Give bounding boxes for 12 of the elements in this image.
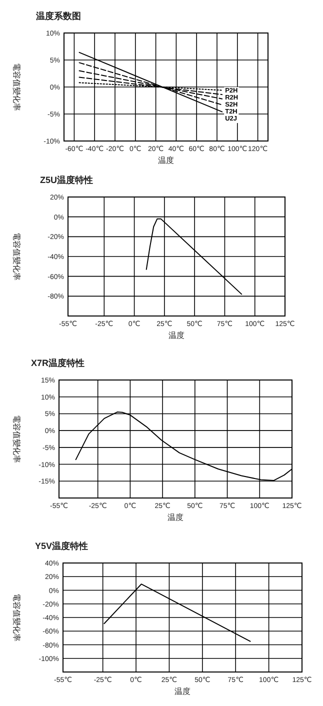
chart-title: Y5V温度特性 bbox=[35, 541, 88, 551]
x-axis-title: 温度 bbox=[158, 156, 174, 165]
y-axis-title: 電容值變化率 bbox=[12, 232, 21, 280]
x-axis-title: 温度 bbox=[174, 687, 190, 696]
x-axis-title: 温度 bbox=[168, 513, 184, 522]
chart-title: Z5U温度特性 bbox=[40, 175, 94, 185]
y-axis-title: 電容值變化率 bbox=[12, 415, 21, 463]
x-axis-title: 温度 bbox=[168, 331, 184, 340]
chart-title: 温度系数图 bbox=[35, 11, 81, 21]
y-axis-title: 電容值變化率 bbox=[12, 63, 21, 111]
y-axis-title: 電容值變化率 bbox=[12, 594, 21, 642]
chart-title: X7R温度特性 bbox=[31, 358, 85, 368]
